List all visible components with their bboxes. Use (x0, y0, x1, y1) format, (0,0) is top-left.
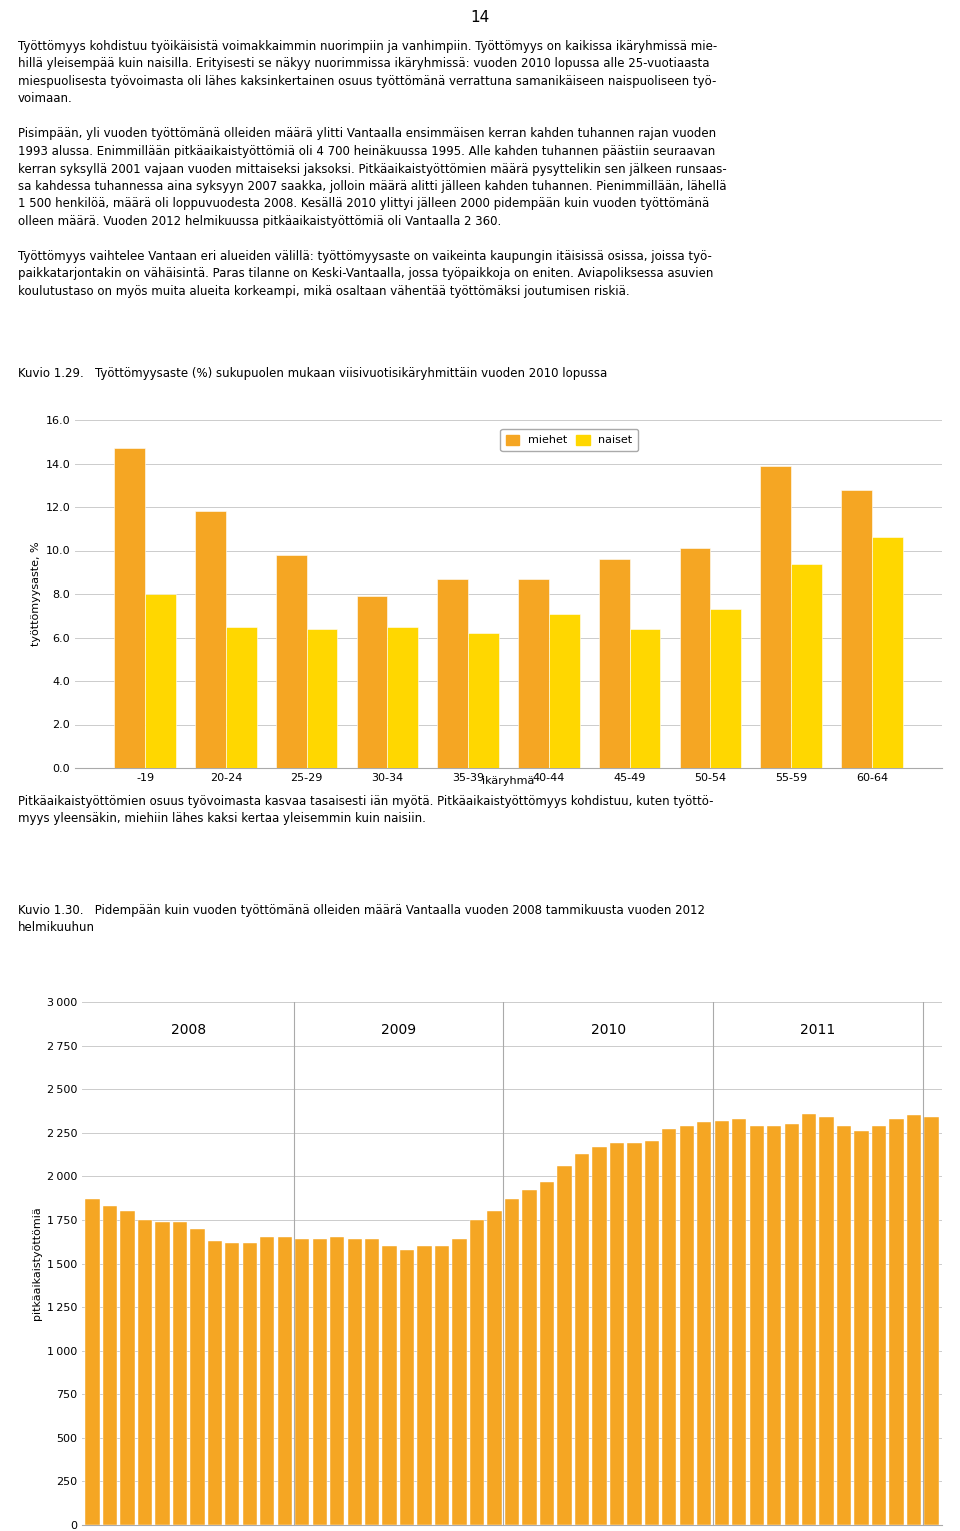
Bar (365, 1239, 379, 1525)
Bar (760, 465, 791, 769)
Bar (837, 1125, 852, 1525)
Bar (599, 559, 630, 769)
Bar (382, 1246, 396, 1525)
Bar (226, 626, 256, 769)
Bar (610, 1144, 624, 1525)
Bar (750, 1125, 764, 1525)
Bar (348, 1239, 362, 1525)
Bar (680, 1125, 694, 1525)
Bar (313, 1239, 327, 1525)
Bar (549, 614, 580, 769)
Text: 2009: 2009 (381, 1023, 416, 1036)
Text: ikäryhmä: ikäryhmä (482, 776, 535, 785)
Bar (697, 1122, 711, 1525)
Text: Työttömyys kohdistuu työikäisistä voimakkaimmin nuorimpiin ja vanhimpiin. Työttö: Työttömyys kohdistuu työikäisistä voimak… (18, 40, 727, 299)
Text: Kuvio 1.30.   Pidempään kuin vuoden työttömänä olleiden määrä Vantaalla vuoden 2: Kuvio 1.30. Pidempään kuin vuoden työttö… (18, 903, 705, 934)
Bar (820, 1118, 834, 1525)
Legend: miehet, naiset: miehet, naiset (500, 429, 638, 452)
Bar (226, 1243, 239, 1525)
Text: Pitkäaikaistyöttömien osuus työvoimasta kasvaa tasaisesti iän myötä. Pitkäaikais: Pitkäaikaistyöttömien osuus työvoimasta … (18, 795, 713, 825)
Bar (710, 609, 741, 769)
Bar (924, 1118, 939, 1525)
Bar (854, 1131, 869, 1525)
Bar (120, 1211, 134, 1525)
Bar (114, 449, 145, 769)
Bar (468, 634, 499, 769)
Bar (173, 1222, 187, 1525)
Bar (907, 1115, 922, 1525)
Bar (400, 1249, 415, 1525)
Bar (630, 629, 660, 769)
Bar (438, 579, 468, 769)
Bar (680, 548, 710, 769)
Bar (138, 1220, 152, 1525)
Bar (418, 1246, 432, 1525)
Text: Kuvio 1.29.   Työttömyysaste (%) sukupuolen mukaan viisivuotisikäryhmittäin vuod: Kuvio 1.29. Työttömyysaste (%) sukupuole… (18, 367, 608, 381)
Bar (277, 1237, 292, 1525)
Bar (889, 1119, 903, 1525)
Bar (518, 579, 549, 769)
Text: 14: 14 (470, 9, 490, 24)
Bar (522, 1190, 537, 1525)
Text: 2008: 2008 (171, 1023, 206, 1036)
Bar (145, 594, 176, 769)
Bar (841, 490, 872, 769)
Bar (260, 1237, 275, 1525)
Bar (469, 1220, 484, 1525)
Bar (276, 554, 306, 769)
Bar (156, 1222, 170, 1525)
Bar (645, 1142, 659, 1525)
Bar (557, 1167, 571, 1525)
Bar (714, 1121, 729, 1525)
Y-axis label: pitkäaikaistyöttömiä: pitkäaikaistyöttömiä (33, 1206, 42, 1320)
Bar (732, 1119, 747, 1525)
Bar (435, 1246, 449, 1525)
Bar (85, 1199, 100, 1525)
Bar (388, 626, 418, 769)
Bar (662, 1130, 677, 1525)
Bar (452, 1239, 467, 1525)
Bar (207, 1240, 222, 1525)
Text: 2011: 2011 (801, 1023, 835, 1036)
Bar (784, 1124, 799, 1525)
Text: 2010: 2010 (590, 1023, 626, 1036)
Bar (872, 537, 902, 769)
Bar (575, 1154, 589, 1525)
Bar (295, 1239, 309, 1525)
Bar (802, 1113, 816, 1525)
Bar (872, 1125, 886, 1525)
Bar (627, 1144, 641, 1525)
Y-axis label: työttömyysaste, %: työttömyysaste, % (32, 542, 41, 646)
Bar (540, 1182, 554, 1525)
Bar (357, 596, 388, 769)
Bar (103, 1206, 117, 1525)
Bar (195, 511, 226, 769)
Bar (488, 1211, 502, 1525)
Bar (243, 1243, 257, 1525)
Bar (190, 1229, 204, 1525)
Bar (330, 1237, 345, 1525)
Bar (592, 1147, 607, 1525)
Bar (791, 563, 822, 769)
Bar (767, 1125, 781, 1525)
Bar (505, 1199, 519, 1525)
Bar (306, 629, 337, 769)
